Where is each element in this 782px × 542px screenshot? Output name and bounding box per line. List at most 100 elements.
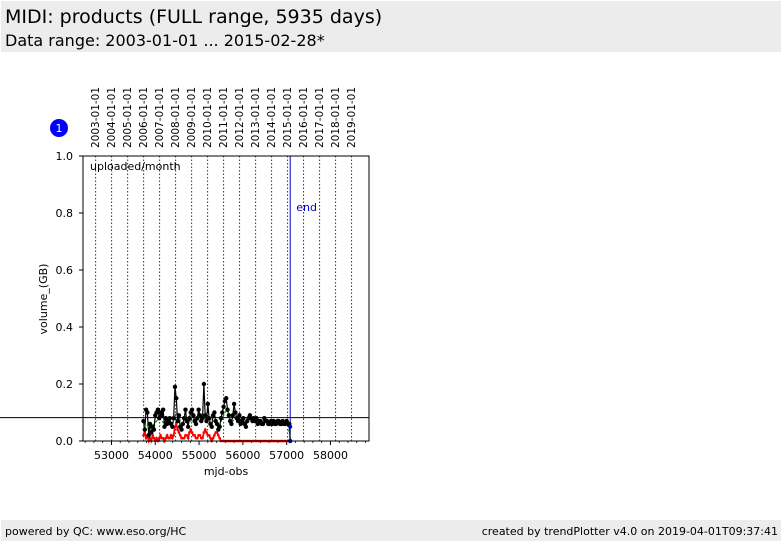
volume-point — [233, 410, 238, 415]
date-tick-label: 2007-01-01 — [154, 87, 166, 148]
volume-point — [221, 404, 226, 409]
date-tick-label: 2011-01-01 — [218, 87, 230, 148]
date-tick-label: 2008-01-01 — [170, 87, 182, 148]
x-tick-label: 56000 — [225, 449, 260, 462]
volume-point — [176, 413, 182, 418]
footer-bar: powered by QC: www.eso.org/HC created by… — [1, 520, 781, 541]
volume-point — [184, 418, 190, 424]
red-series-point — [215, 431, 219, 434]
red-series-point — [174, 422, 178, 426]
red-series-point — [189, 428, 193, 431]
volume-point — [243, 424, 249, 429]
footer-credit: powered by QC: www.eso.org/HC — [5, 525, 187, 538]
volume-point — [155, 407, 161, 412]
annotation-label: uploaded/month — [90, 160, 181, 173]
volume-point — [237, 413, 242, 418]
volume-point — [204, 418, 209, 424]
volume-point — [191, 413, 196, 418]
volume-point — [193, 421, 199, 427]
date-tick-label: 2015-01-01 — [282, 87, 294, 148]
x-tick-label: 54000 — [138, 449, 173, 462]
volume-point — [171, 416, 176, 421]
volume-point — [183, 407, 188, 412]
header-bar: MIDI: products (FULL range, 5935 days) D… — [1, 1, 781, 52]
y-tick-label: 0.8 — [56, 207, 74, 220]
date-tick-label: 2010-01-01 — [202, 87, 214, 148]
end-point — [288, 424, 293, 429]
red-series-point — [196, 436, 199, 440]
red-series-point — [176, 428, 179, 431]
volume-point — [220, 410, 225, 415]
y-tick-label: 0.0 — [56, 435, 74, 448]
date-tick-label: 2018-01-01 — [330, 87, 342, 148]
red-series-point — [164, 436, 168, 440]
volume-point — [235, 418, 241, 424]
volume-point — [241, 416, 246, 421]
date-tick-label: 2005-01-01 — [122, 87, 134, 148]
red-series-point — [168, 436, 172, 440]
volume-point — [205, 401, 211, 407]
volume-point — [170, 424, 175, 429]
volume-point — [260, 421, 266, 427]
date-tick-label: 2014-01-01 — [266, 87, 278, 148]
volume-point — [217, 424, 222, 429]
volume-point — [225, 407, 230, 412]
volume-point — [185, 424, 191, 429]
red-series-point — [190, 431, 194, 434]
plot-frame — [82, 155, 370, 442]
red-series-point — [203, 428, 207, 431]
red-series-point — [209, 436, 212, 440]
volume-point — [141, 418, 146, 424]
volume-point — [206, 416, 212, 421]
volume-point — [196, 407, 201, 412]
date-tick-label: 2016-01-01 — [298, 87, 310, 148]
volume-point — [157, 416, 162, 421]
red-series-point — [207, 434, 211, 437]
volume-point — [145, 410, 150, 415]
red-series-point — [161, 436, 165, 440]
red-series-point — [186, 436, 190, 440]
red-series-point — [211, 436, 215, 440]
data-range-subtitle: Data range: 2003-01-01 ... 2015-02-28* — [5, 31, 325, 50]
red-series-point — [151, 434, 154, 437]
red-series-point — [198, 434, 202, 437]
date-tick-label: 2009-01-01 — [186, 87, 198, 148]
red-series-point — [172, 434, 175, 437]
volume-point — [181, 416, 187, 421]
volume-point — [214, 421, 220, 427]
plot-number-label: 1 — [56, 122, 63, 135]
red-series-point — [217, 434, 220, 437]
volume-point — [146, 433, 151, 438]
footer-created-by: created by trendPlotter v4.0 on 2019-04-… — [481, 525, 778, 538]
date-tick-label: 2003-01-01 — [90, 87, 102, 148]
volume-point — [175, 418, 180, 424]
red-series-point — [148, 436, 152, 440]
volume-point — [195, 416, 200, 421]
red-series-point — [152, 436, 156, 440]
x-tick-label: 55000 — [182, 449, 217, 462]
y-tick-label: 0.4 — [56, 321, 74, 334]
volume-point — [179, 427, 184, 432]
x-tick-label: 58000 — [313, 449, 348, 462]
red-series-point — [193, 434, 196, 437]
x-tick-label: 53000 — [94, 449, 129, 462]
red-series-point — [213, 434, 216, 437]
volume-point — [200, 416, 205, 421]
volume-point — [180, 421, 186, 427]
volume-point — [254, 416, 259, 421]
volume-point — [189, 407, 195, 412]
volume-point — [197, 413, 203, 418]
x-tick-label: 57000 — [269, 449, 304, 462]
date-markers: 2003-01-01 2004-01-01 2005-01-01 2006-01-01… — [90, 87, 358, 441]
red-series-point — [171, 436, 174, 440]
volume-point — [224, 396, 229, 401]
end-marker-label: end — [296, 201, 317, 214]
red-series-point — [205, 431, 208, 434]
volume-point — [167, 416, 172, 421]
volume-point — [202, 413, 208, 418]
red-series-point — [201, 436, 204, 440]
axes: 53000 54000 55000 56000 57000 58000 0.0 0.2 0.4 0… — [0, 150, 369, 462]
volume-point — [229, 421, 234, 427]
volume-point — [172, 384, 178, 390]
